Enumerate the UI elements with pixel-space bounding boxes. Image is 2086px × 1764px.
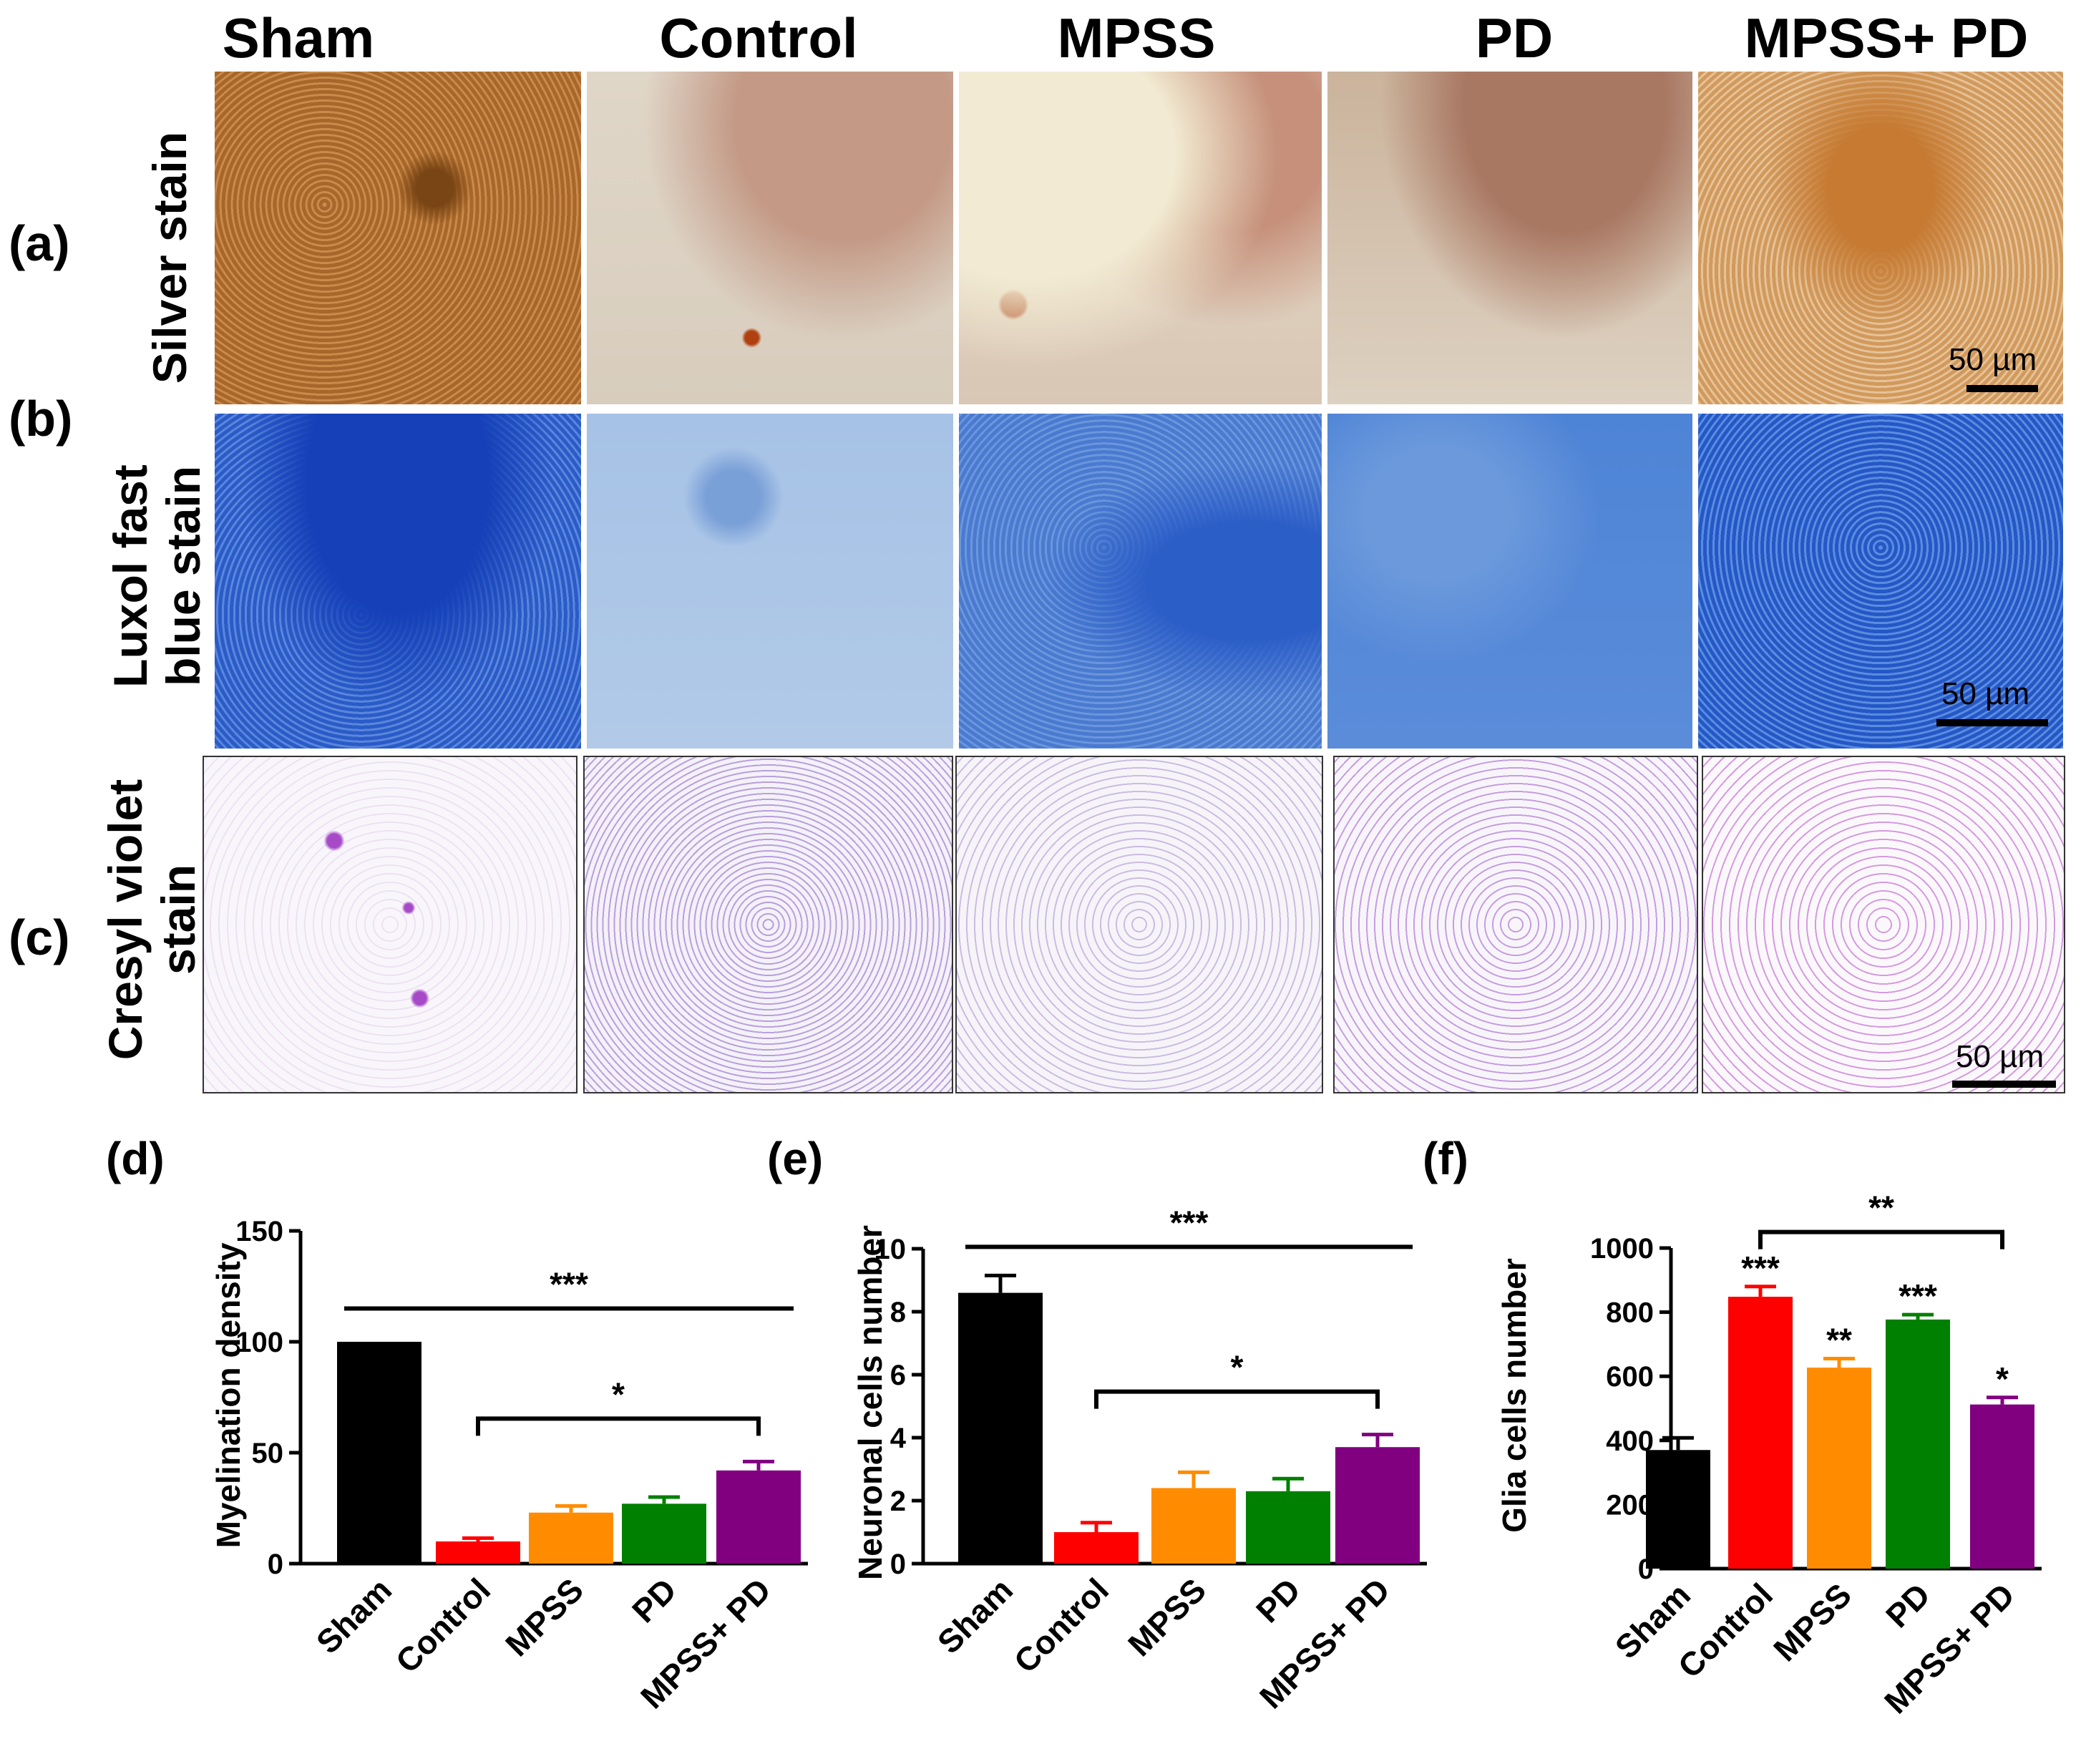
column-title-sham: Sham: [222, 6, 375, 69]
micrograph-silver-sham: [215, 72, 581, 404]
significance-label: **: [1826, 1322, 1852, 1359]
micrograph-cresyl-mpss: [955, 756, 1323, 1093]
bar-sham: [337, 1342, 421, 1564]
significance-bracket: [1094, 1389, 1380, 1409]
row-letter-b: (b): [9, 391, 73, 447]
panel-letter-d: (d): [106, 1133, 165, 1184]
significance-label: ***: [1899, 1277, 1937, 1315]
y-tick-label: 100: [235, 1327, 283, 1358]
micrograph-silver-mpss: [959, 72, 1322, 404]
y-tick-label: 4: [890, 1423, 907, 1454]
y-axis-label: Neuronal cells number: [852, 1225, 889, 1580]
bar-control: [436, 1541, 520, 1564]
micrograph-luxol-pd: [1327, 414, 1692, 749]
row-letter-a: (a): [9, 215, 70, 271]
bar-mpss-pd: [1335, 1447, 1420, 1564]
micrograph-cresyl-pd: [1333, 756, 1698, 1093]
micrograph-silver-mpss-pd: [1698, 72, 2063, 404]
significance-label: ***: [1170, 1204, 1209, 1241]
y-tick-label: 0: [890, 1549, 906, 1580]
micrograph-luxol-sham: [215, 414, 581, 749]
significance-label: **: [1868, 1189, 1894, 1227]
y-tick-label: 150: [235, 1216, 283, 1247]
y-tick-label: 600: [1606, 1361, 1654, 1393]
micrograph-luxol-mpss-pd: [1698, 414, 2063, 749]
row-letter-c: (c): [9, 910, 70, 965]
bar-sham: [958, 1292, 1043, 1564]
y-tick-label: 1000: [1590, 1233, 1654, 1264]
significance-label: ***: [550, 1266, 588, 1303]
y-tick-label: 10: [874, 1234, 907, 1265]
x-tick-label: PD: [1878, 1576, 1937, 1634]
micrograph-silver-pd: [1327, 72, 1692, 404]
y-tick-label: 200: [1606, 1489, 1654, 1521]
significance-bracket: [1758, 1229, 2004, 1249]
bar-pd: [622, 1504, 706, 1564]
bar-mpss: [529, 1512, 613, 1564]
bar-mpss-pd: [716, 1470, 801, 1564]
y-tick-label: 8: [890, 1297, 906, 1328]
column-title-control: Control: [659, 6, 858, 69]
y-tick-label: 2: [890, 1486, 906, 1517]
bar-control: [1054, 1532, 1139, 1564]
x-tick-label: MPSS: [1766, 1576, 1858, 1668]
scale-bar-label-c: 50 µm: [1956, 1039, 2044, 1074]
scale-bar-label-a: 50 µm: [1949, 342, 2037, 377]
significance-bracket: [476, 1416, 761, 1436]
micrograph-cresyl-control: [583, 756, 953, 1093]
panel-letter-e: (e): [767, 1133, 824, 1184]
scale-bar-a: [1966, 385, 2038, 392]
micrograph-luxol-control: [587, 414, 953, 749]
bar-mpss: [1807, 1368, 1871, 1569]
bar-mpss: [1151, 1488, 1236, 1564]
panel-letter-f: (f): [1423, 1133, 1468, 1184]
significance-label: *: [1996, 1360, 2009, 1398]
y-axis-label: Myelination density: [210, 1242, 247, 1548]
column-title-pd: PD: [1475, 6, 1554, 69]
y-tick-label: 6: [890, 1360, 906, 1391]
y-tick-label: 50: [252, 1438, 284, 1469]
significance-label: ***: [1741, 1249, 1780, 1287]
y-axis-label: Glia cells number: [1496, 1258, 1533, 1533]
micrograph-cresyl-mpss-pd: [1702, 756, 2065, 1093]
significance-label: *: [1231, 1349, 1244, 1386]
micrograph-silver-control: [587, 72, 953, 404]
bar-mpss-pd: [1970, 1404, 2034, 1569]
scale-bar-c: [1952, 1081, 2056, 1088]
y-tick-label: 400: [1606, 1426, 1654, 1457]
bar-pd: [1246, 1491, 1330, 1564]
y-tick-label: 800: [1606, 1297, 1654, 1329]
significance-label: *: [612, 1375, 625, 1413]
bar-control: [1728, 1297, 1793, 1569]
column-title-mpss: MPSS: [1057, 6, 1216, 69]
micrograph-cresyl-sham: [203, 756, 577, 1093]
y-tick-label: 0: [268, 1549, 283, 1580]
bar-sham: [1646, 1450, 1710, 1569]
micrograph-luxol-mpss: [959, 414, 1322, 749]
scale-bar-label-b: 50 µm: [1941, 676, 2030, 711]
column-title-mpss-pd: MPSS+ PD: [1744, 6, 2029, 69]
bar-pd: [1886, 1319, 1950, 1569]
scale-bar-b: [1936, 719, 2048, 726]
